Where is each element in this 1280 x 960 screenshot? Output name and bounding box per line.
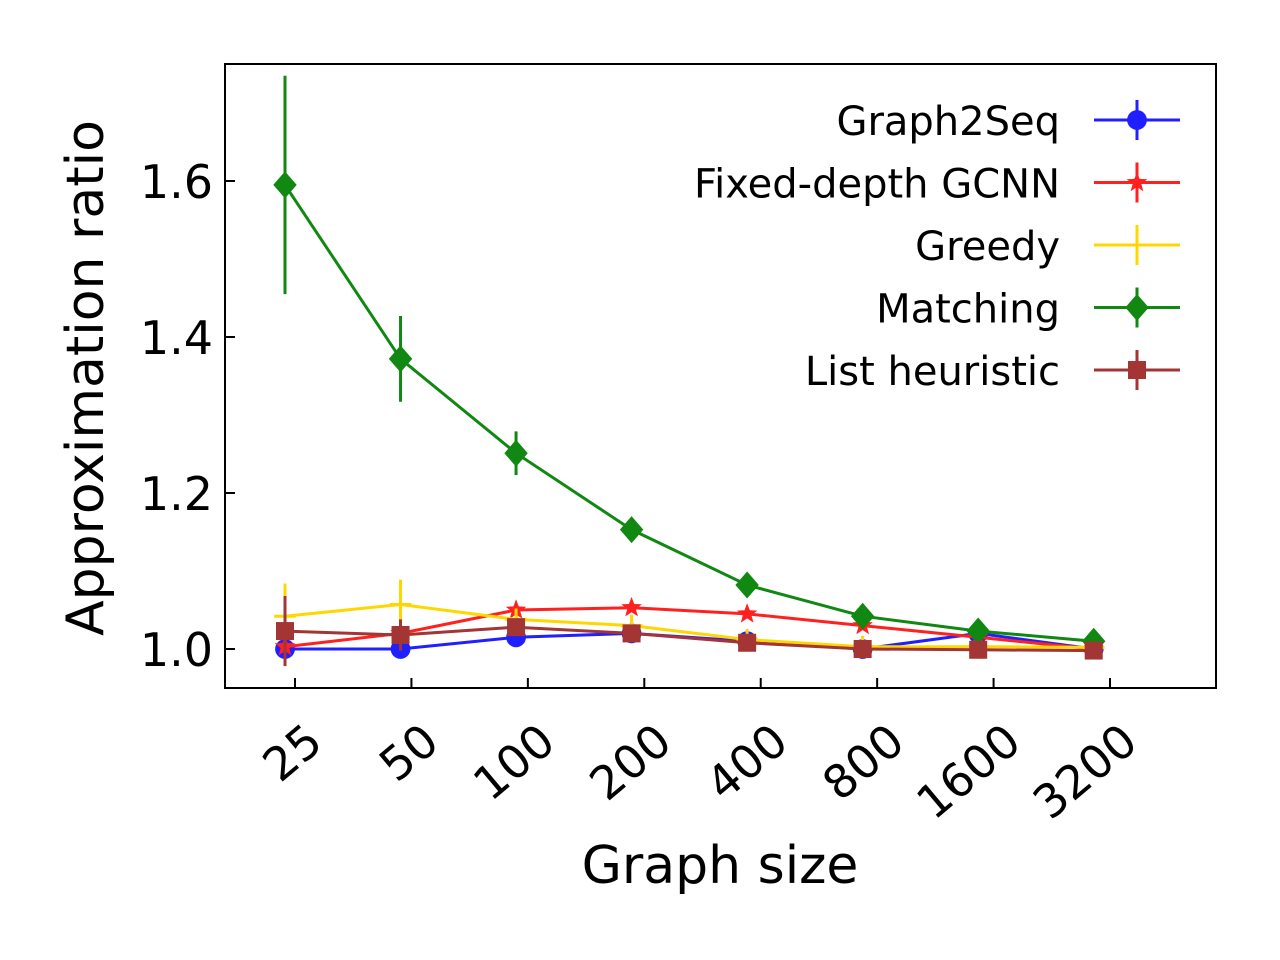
legend-entry: Matching [876, 287, 1180, 333]
series-matching [273, 75, 1106, 655]
legend-marker [1126, 234, 1148, 256]
data-point [389, 593, 412, 616]
y-tick-label: 1.4 [140, 311, 213, 365]
series-line [284, 602, 1094, 649]
data-point [273, 171, 297, 199]
y-axis-label: Approximation ratio [56, 120, 116, 636]
plot-frame [224, 63, 1217, 689]
data-point [736, 603, 758, 623]
legend-marker [1126, 171, 1148, 192]
data-point [1084, 641, 1103, 660]
legend-marker [1127, 110, 1147, 130]
legend: Graph2Seq Fixed-depth GCNN Greedy Matching L… [694, 99, 1180, 395]
legend-marker [1125, 294, 1149, 321]
y-tick-label: 1.0 [140, 623, 213, 677]
data-point [969, 640, 988, 659]
legend-label: Greedy [915, 224, 1060, 270]
series-list-heuristic [276, 595, 1103, 667]
data-point [966, 617, 990, 645]
x-axis-label: Graph size [582, 836, 859, 896]
data-point [622, 624, 641, 643]
data-point [388, 345, 413, 373]
legend-entry: List heuristic [805, 349, 1180, 395]
legend-label: Graph2Seq [836, 99, 1060, 145]
legend-marker [1128, 361, 1146, 379]
data-point [276, 622, 294, 641]
legend-entry: Fixed-depth GCNN [694, 162, 1180, 208]
data-point [735, 571, 759, 599]
legend-entry: Greedy [915, 224, 1180, 270]
data-point [507, 618, 526, 637]
data-point [391, 625, 410, 644]
data-point [504, 439, 528, 467]
legend-label: Fixed-depth GCNN [694, 162, 1060, 208]
legend-label: Matching [876, 287, 1060, 333]
data-point [619, 516, 644, 544]
series-line [284, 625, 1094, 653]
series-layer [273, 75, 1106, 667]
series-line [284, 606, 1094, 651]
data-point [738, 633, 757, 652]
legend-label: List heuristic [805, 349, 1060, 395]
legend-entry: Graph2Seq [836, 99, 1180, 145]
y-tick-label: 1.2 [140, 467, 213, 521]
series-line [283, 184, 1094, 643]
data-point [850, 602, 875, 630]
data-point [621, 596, 642, 617]
y-tick-label: 1.6 [140, 155, 213, 209]
data-point [853, 640, 872, 658]
